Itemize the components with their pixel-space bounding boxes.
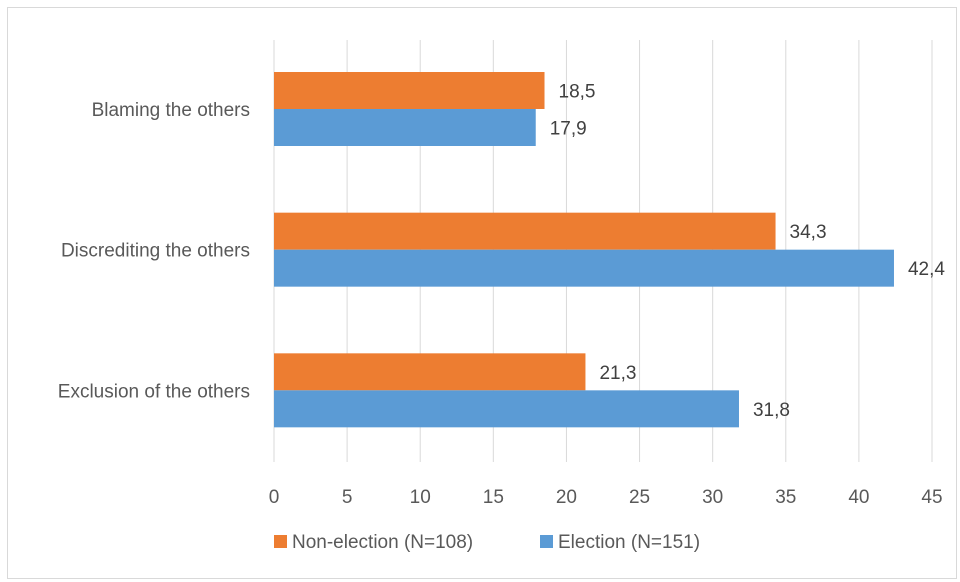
category-labels: Blaming the others Discrediting the other… (58, 100, 250, 402)
data-labels: 18,5 17,9 34,3 42,4 21,3 31,8 (550, 82, 946, 421)
data-label: 34,3 (790, 222, 827, 243)
x-axis-ticks: 0 5 10 15 20 25 30 35 40 45 (269, 487, 943, 508)
data-label: 42,4 (908, 259, 945, 280)
data-label: 31,8 (753, 400, 790, 421)
bar (274, 72, 545, 109)
x-tick-label: 20 (556, 487, 577, 508)
x-tick-label: 25 (629, 487, 650, 508)
bar (274, 249, 894, 287)
x-tick-label: 5 (342, 487, 353, 508)
category-label: Exclusion of the others (58, 381, 250, 402)
x-tick-label: 35 (775, 487, 796, 508)
x-tick-label: 45 (921, 487, 942, 508)
legend-swatch (540, 535, 553, 548)
x-tick-label: 0 (269, 487, 280, 508)
legend-swatch (274, 535, 287, 548)
legend: Non-election (N=108) Election (N=151) (274, 532, 700, 553)
x-tick-label: 15 (483, 487, 504, 508)
x-tick-label: 40 (848, 487, 869, 508)
data-label: 21,3 (599, 363, 636, 384)
legend-label: Election (N=151) (558, 532, 700, 553)
bars (274, 72, 894, 428)
data-label: 18,5 (559, 82, 596, 103)
bar (274, 212, 776, 250)
bar (274, 109, 536, 146)
bar (274, 390, 739, 428)
data-label: 17,9 (550, 119, 587, 140)
x-tick-label: 10 (410, 487, 431, 508)
category-label: Blaming the others (92, 100, 250, 121)
legend-label: Non-election (N=108) (292, 532, 473, 553)
x-tick-label: 30 (702, 487, 723, 508)
bar (274, 353, 586, 391)
category-label: Discrediting the others (61, 241, 250, 262)
